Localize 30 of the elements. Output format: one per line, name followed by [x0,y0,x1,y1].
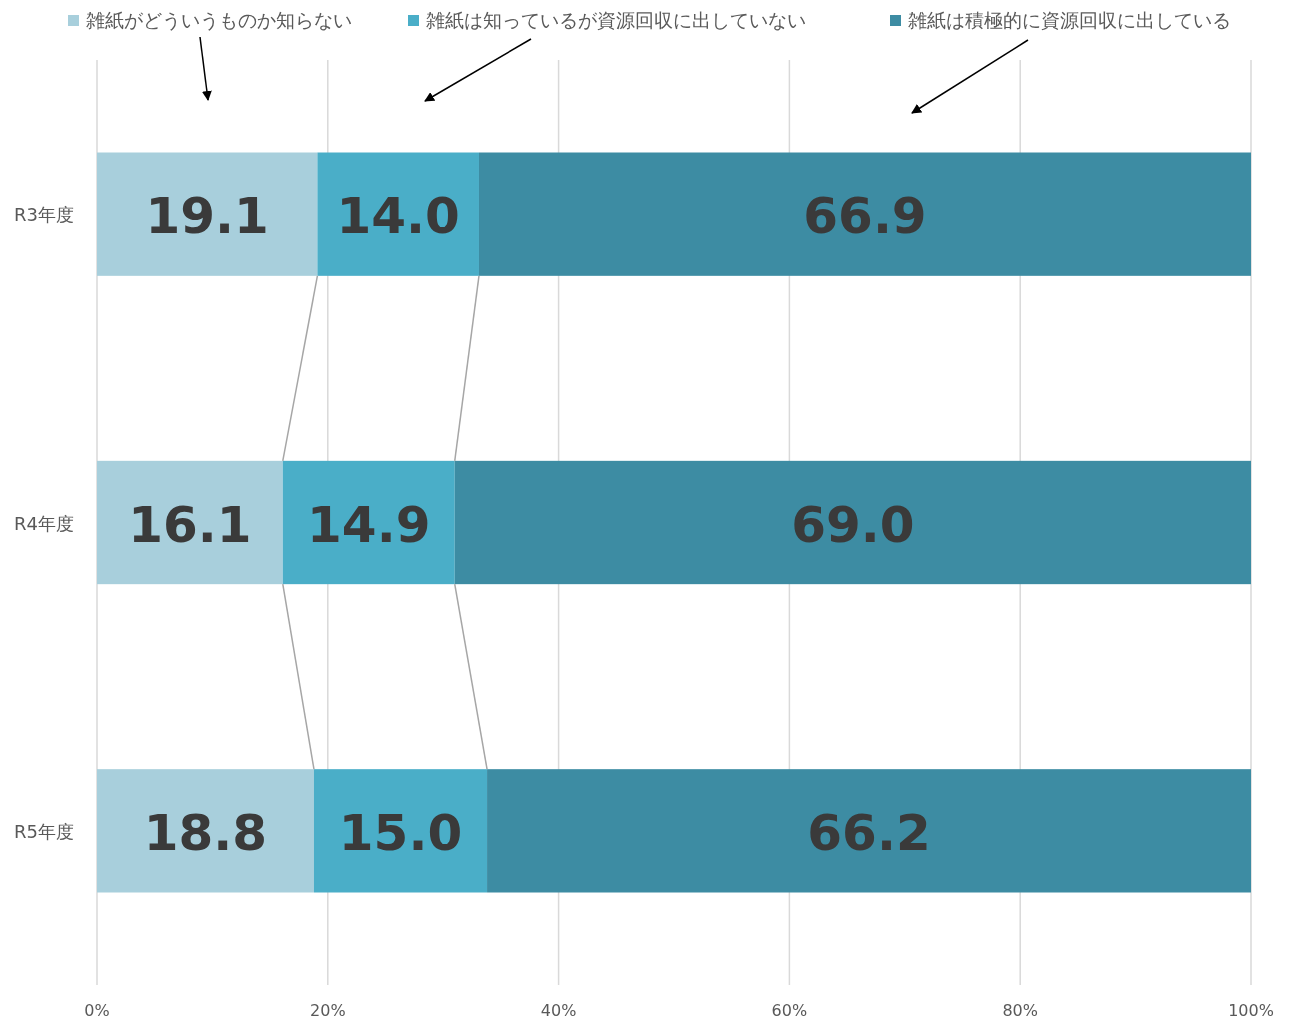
legend-label: 雑紙がどういうものか知らない [86,9,352,31]
data-label: 66.9 [803,187,927,246]
data-label: 66.2 [807,803,931,862]
bar [282,460,455,585]
bar [478,152,1251,276]
y-tick-label: R5年度 [14,820,74,842]
bar [97,769,314,893]
data-label: 14.9 [307,495,431,554]
legend-label: 雑紙は知っているが資源回収に出していない [426,9,806,31]
data-label: 18.8 [143,803,268,862]
data-label: 14.0 [336,187,460,246]
bar [97,460,283,585]
legend-label: 雑紙は積極的に資源回収に出している [908,9,1231,31]
bar [487,769,1251,893]
y-tick-label: R3年度 [14,204,74,226]
x-tick-label: 20% [310,1001,346,1020]
x-tick-label: 0% [84,1001,110,1020]
x-tick-label: 80% [1002,1001,1038,1020]
bar [454,460,1251,585]
bar [313,769,488,893]
data-label: 16.1 [128,495,252,554]
bar [317,152,479,276]
data-label: 19.1 [145,187,269,246]
x-tick-label: 100% [1228,1001,1274,1020]
x-tick-label: 60% [771,1001,808,1020]
bar [97,152,318,276]
x-tick-label: 40% [540,1001,577,1020]
data-label: 69.0 [791,495,915,554]
data-label: 15.0 [338,803,463,862]
y-tick-label: R4年度 [14,512,74,534]
